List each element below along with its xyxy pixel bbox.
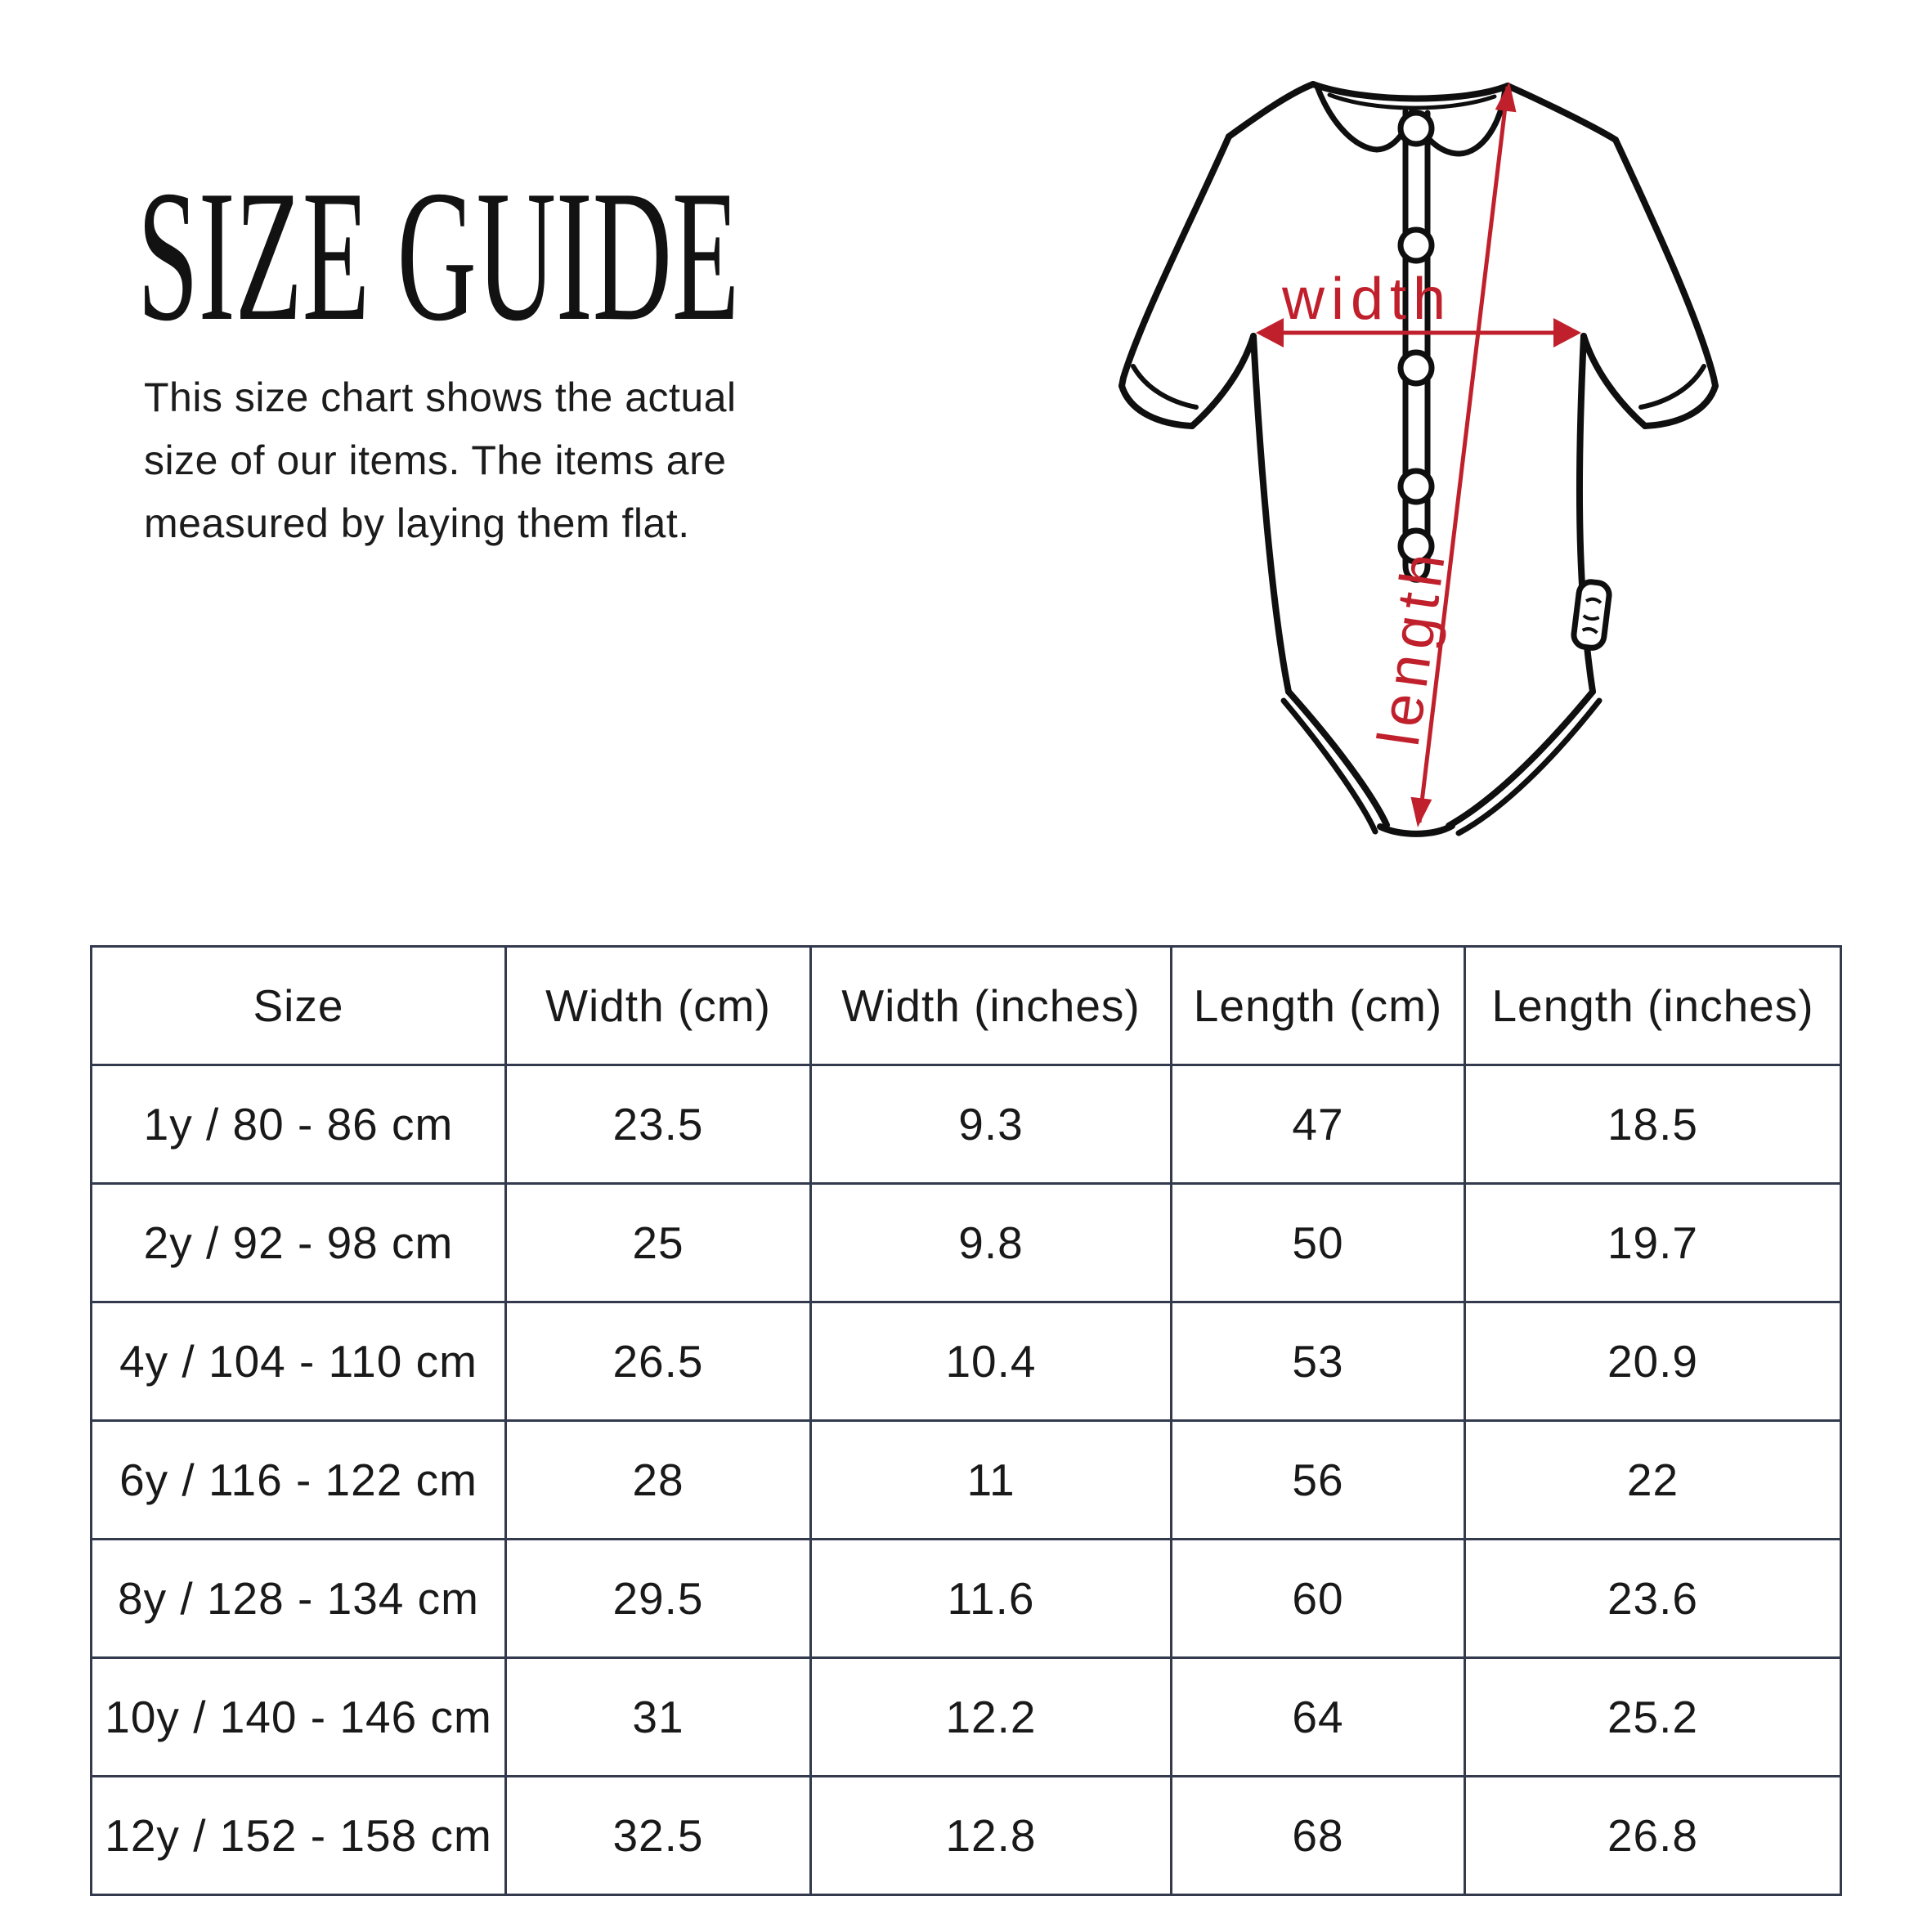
arrowhead-top-icon: [1495, 82, 1517, 113]
table-row: 4y / 104 - 110 cm 26.5 10.4 53 20.9: [90, 1301, 1842, 1422]
value-cell: 50: [1170, 1182, 1466, 1303]
size-cell: 1y / 80 - 86 cm: [90, 1064, 507, 1185]
header-cell: Width (inches): [809, 945, 1172, 1066]
value-cell: 64: [1170, 1656, 1466, 1777]
table-header-row: Size Width (cm) Width (inches) Length (cm) L…: [90, 945, 1842, 1066]
value-cell: 18.5: [1464, 1064, 1842, 1185]
page-title: SIZE GUIDE: [137, 151, 740, 360]
value-cell: 31: [504, 1656, 812, 1777]
size-cell: 8y / 128 - 134 cm: [90, 1538, 507, 1659]
value-cell: 12.2: [809, 1656, 1172, 1777]
bodysuit-diagram: width length: [1087, 49, 1750, 850]
header-cell: Length (cm): [1170, 945, 1466, 1066]
table-row: 10y / 140 - 146 cm 31 12.2 64 25.2: [90, 1656, 1842, 1777]
arrowhead-right-icon: [1553, 318, 1581, 347]
value-cell: 26.5: [504, 1301, 812, 1422]
page-description: This size chart shows the actual size of…: [144, 374, 737, 546]
length-label: length: [1366, 543, 1459, 750]
value-cell: 10.4: [809, 1301, 1172, 1422]
value-cell: 11: [809, 1419, 1172, 1540]
bodysuit-illustration-svg: width length: [1118, 81, 1719, 837]
button-placket: [1402, 108, 1431, 583]
table-row: 12y / 152 - 158 cm 32.5 12.8 68 26.8: [90, 1775, 1842, 1896]
size-cell: 12y / 152 - 158 cm: [90, 1775, 507, 1896]
value-cell: 23.6: [1464, 1538, 1842, 1659]
table-row: 6y / 116 - 122 cm 28 11 56 22: [90, 1419, 1842, 1540]
header-cell: Length (inches): [1464, 945, 1842, 1066]
value-cell: 22: [1464, 1419, 1842, 1540]
value-cell: 19.7: [1464, 1182, 1842, 1303]
arrowhead-left-icon: [1256, 318, 1284, 347]
value-cell: 26.8: [1464, 1775, 1842, 1896]
width-label: width: [1281, 267, 1452, 332]
table-row: 1y / 80 - 86 cm 23.5 9.3 47 18.5: [90, 1064, 1842, 1185]
value-cell: 9.3: [809, 1064, 1172, 1185]
length-arrow: [1417, 86, 1510, 823]
value-cell: 68: [1170, 1775, 1466, 1896]
value-cell: 29.5: [504, 1538, 812, 1659]
arrowhead-bottom-icon: [1410, 796, 1432, 827]
value-cell: 25.2: [1464, 1656, 1842, 1777]
button-icon: [1397, 527, 1435, 565]
value-cell: 9.8: [809, 1182, 1172, 1303]
value-cell: 25: [504, 1182, 812, 1303]
value-cell: 28: [504, 1419, 812, 1540]
buttons: [1397, 110, 1435, 565]
table-row: 8y / 128 - 134 cm 29.5 11.6 60 23.6: [90, 1538, 1842, 1659]
value-cell: 56: [1170, 1419, 1466, 1540]
button-icon: [1397, 468, 1435, 505]
size-cell: 4y / 104 - 110 cm: [90, 1301, 507, 1422]
table-body: 1y / 80 - 86 cm 23.5 9.3 47 18.5 2y / 92 - 98…: [90, 1064, 1842, 1896]
button-icon: [1397, 349, 1435, 387]
value-cell: 47: [1170, 1064, 1466, 1185]
value-cell: 12.8: [809, 1775, 1172, 1896]
table-row: 2y / 92 - 98 cm 25 9.8 50 19.7: [90, 1182, 1842, 1303]
size-cell: 6y / 116 - 122 cm: [90, 1419, 507, 1540]
value-cell: 32.5: [504, 1775, 812, 1896]
value-cell: 11.6: [809, 1538, 1172, 1659]
value-cell: 53: [1170, 1301, 1466, 1422]
button-icon: [1397, 110, 1435, 147]
measurement-annotations: width length: [1256, 82, 1581, 827]
value-cell: 60: [1170, 1538, 1466, 1659]
size-table: Size Width (cm) Width (inches) Length (cm) L…: [90, 945, 1842, 1896]
size-cell: 10y / 140 - 146 cm: [90, 1656, 507, 1777]
value-cell: 20.9: [1464, 1301, 1842, 1422]
header-cell: Size: [90, 945, 507, 1066]
value-cell: 23.5: [504, 1064, 812, 1185]
header-cell: Width (cm): [504, 945, 812, 1066]
size-cell: 2y / 92 - 98 cm: [90, 1182, 507, 1303]
care-tag: [1571, 579, 1612, 651]
button-icon: [1397, 226, 1435, 264]
